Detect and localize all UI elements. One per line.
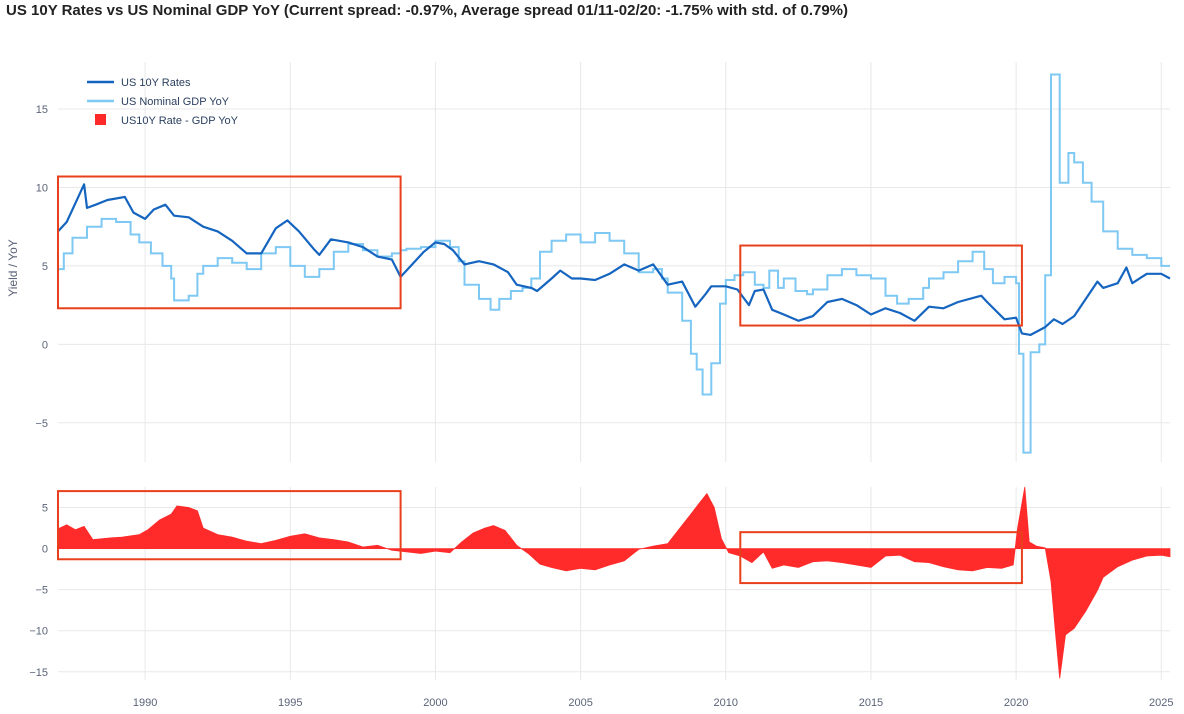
legend-label-us10y: US 10Y Rates xyxy=(121,77,191,89)
top-y-tick-label: 10 xyxy=(36,182,48,194)
top-highlight-box-0 xyxy=(57,175,402,310)
chart-title: US 10Y Rates vs US Nominal GDP YoY (Curr… xyxy=(6,2,848,19)
grid-layer xyxy=(58,62,1170,680)
y-axis-label: Yield / YoY xyxy=(6,239,20,297)
bottom-y-tick-label: −10 xyxy=(29,626,48,638)
x-tick-label: 2025 xyxy=(1149,697,1173,709)
x-tick-label: 2000 xyxy=(423,697,447,709)
bottom-y-tick-label: 5 xyxy=(42,503,48,515)
legend-label-gdp: US Nominal GDP YoY xyxy=(121,96,230,108)
x-tick-label: 2020 xyxy=(1004,697,1028,709)
x-tick-label: 1995 xyxy=(278,697,302,709)
x-tick-label: 2015 xyxy=(859,697,883,709)
legend: US 10Y Rates US Nominal GDP YoY US10Y Ra… xyxy=(87,77,239,127)
top-y-tick-label: −5 xyxy=(35,418,48,430)
legend-swatch-spread xyxy=(95,114,106,125)
legend-label-spread: US10Y Rate - GDP YoY xyxy=(121,115,239,127)
bottom-y-tick-label: −5 xyxy=(35,585,48,597)
series-layer xyxy=(57,73,1171,679)
highlight-boxes xyxy=(57,175,1023,585)
series-spread-area xyxy=(57,486,1171,679)
top-highlight-box-1 xyxy=(739,244,1023,327)
bottom-highlight-box-0 xyxy=(57,490,402,561)
bottom-y-tick-label: −15 xyxy=(29,667,48,679)
top-y-tick-label: 0 xyxy=(42,339,48,351)
series-us10y-line xyxy=(57,183,1171,336)
x-tick-label: 1990 xyxy=(133,697,157,709)
axis-labels: −5 0 5 10 15 −15 −10 −5 0 5 1990 1995 2000 2005 2010 20… xyxy=(29,104,1173,709)
bottom-highlight-box-1 xyxy=(739,531,1023,585)
x-tick-label: 2005 xyxy=(568,697,592,709)
series-gdp-line xyxy=(58,73,1170,454)
top-y-tick-label: 15 xyxy=(36,104,48,116)
top-y-tick-label: 5 xyxy=(42,261,48,273)
bottom-y-tick-label: 0 xyxy=(42,544,48,556)
x-tick-label: 2010 xyxy=(714,697,738,709)
